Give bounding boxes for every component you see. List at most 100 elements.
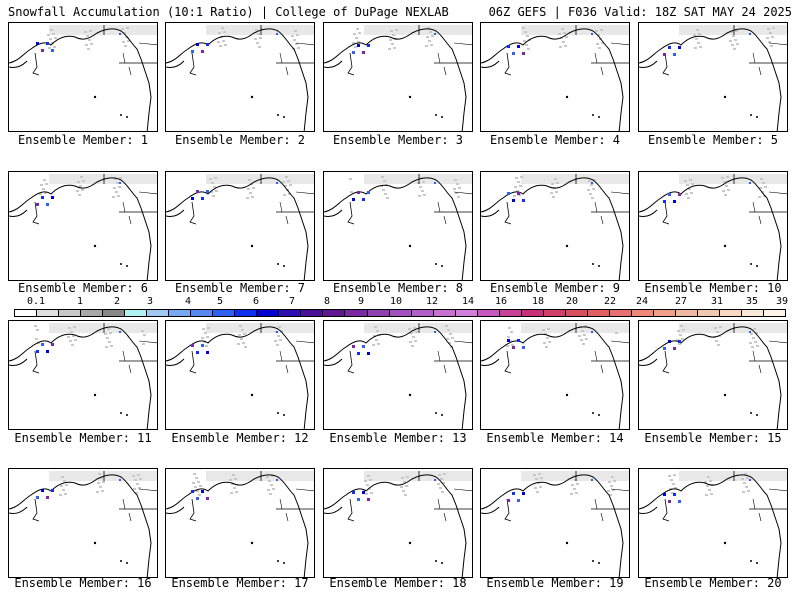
colorbar-tick-label: 2 (113, 296, 121, 307)
colorbar-tick-label: 14 (461, 296, 475, 307)
colorbar-tick-label: 31 (710, 296, 724, 307)
colorbar-tick-label: 39 (775, 296, 789, 307)
ensemble-map-panel (323, 320, 473, 430)
ensemble-map-panel (638, 22, 788, 132)
colorbar-swatch (477, 310, 500, 316)
ensemble-member-label: Ensemble Member: 11 (14, 431, 152, 445)
ensemble-map-panel (480, 468, 630, 578)
colorbar-tick-label: 12 (425, 296, 439, 307)
colorbar-swatch (411, 310, 434, 316)
colorbar-swatch (323, 310, 346, 316)
ensemble-member-label: Ensemble Member: 20 (644, 576, 782, 590)
ensemble-map-panel (165, 468, 315, 578)
colorbar-swatch (147, 310, 170, 316)
ensemble-map-panel (8, 468, 158, 578)
map-snowfall-field (166, 174, 314, 280)
colorbar-tick-label: 10 (389, 296, 403, 307)
colorbar-swatch (499, 310, 522, 316)
ensemble-member-label: Ensemble Member: 18 (329, 576, 467, 590)
ensemble-member-label: Ensemble Member: 14 (486, 431, 624, 445)
colorbar-swatch (301, 310, 324, 316)
colorbar-tick-label: 8 (323, 296, 331, 307)
ensemble-member-label: Ensemble Member: 13 (329, 431, 467, 445)
colorbar-swatch (455, 310, 478, 316)
colorbar-swatch (675, 310, 698, 316)
ensemble-member-label: Ensemble Member: 3 (332, 133, 464, 147)
colorbar-labels: 0.1 1 2 3 4 5 6 7 8 9 10 12 14 16 18 20 22 24 27 31 35 39 (14, 296, 789, 308)
ensemble-member-label: Ensemble Member: 1 (17, 133, 149, 147)
colorbar-swatch (345, 310, 368, 316)
colorbar-swatch (653, 310, 676, 316)
map-snowfall-field (9, 323, 157, 429)
colorbar-swatch (257, 310, 280, 316)
ensemble-map-panel (638, 468, 788, 578)
colorbar-swatch (742, 310, 765, 316)
colorbar-swatch (543, 310, 566, 316)
ensemble-member-label: Ensemble Member: 5 (647, 133, 779, 147)
ensemble-member-label: Ensemble Member: 19 (486, 576, 624, 590)
ensemble-map-panel (165, 22, 315, 132)
map-snowfall-field (9, 25, 157, 131)
colorbar-swatch (191, 310, 214, 316)
colorbar-tick-label: 35 (745, 296, 759, 307)
colorbar-swatch (213, 310, 236, 316)
colorbar-swatch (59, 310, 82, 316)
map-snowfall-field (324, 471, 472, 577)
colorbar-swatch (587, 310, 610, 316)
colorbar-tick-label: 18 (531, 296, 545, 307)
colorbar-swatch (764, 310, 786, 316)
ensemble-map-panel (165, 171, 315, 281)
colorbar-tick-label: 4 (184, 296, 192, 307)
ensemble-map-panel (8, 171, 158, 281)
chart-title: Snowfall Accumulation (10:1 Ratio) | Col… (8, 5, 449, 19)
map-snowfall-field (166, 25, 314, 131)
colorbar-tick-label: 1 (76, 296, 84, 307)
colorbar-swatch (15, 310, 38, 316)
ensemble-map-panel (638, 171, 788, 281)
map-snowfall-field (166, 471, 314, 577)
colorbar-swatch (631, 310, 654, 316)
colorbar-swatch (235, 310, 258, 316)
colorbar-swatch (367, 310, 390, 316)
ensemble-map-panel (638, 320, 788, 430)
colorbar-swatch (81, 310, 104, 316)
colorbar-swatch (720, 310, 743, 316)
ensemble-member-label: Ensemble Member: 2 (174, 133, 306, 147)
colorbar-swatch (521, 310, 544, 316)
ensemble-map-panel (323, 468, 473, 578)
colorbar-swatch (697, 310, 720, 316)
colorbar-tick-label: 0.1 (26, 296, 46, 307)
ensemble-member-label: Ensemble Member: 17 (171, 576, 309, 590)
map-snowfall-field (639, 323, 787, 429)
map-snowfall-field (324, 323, 472, 429)
colorbar-swatch (169, 310, 192, 316)
colorbar-swatch (103, 310, 126, 316)
ensemble-map-panel (323, 171, 473, 281)
colorbar-swatch (609, 310, 632, 316)
colorbar-tick-label: 27 (674, 296, 688, 307)
map-snowfall-field (9, 471, 157, 577)
ensemble-member-label: Ensemble Member: 8 (332, 281, 464, 295)
ensemble-map-panel (480, 320, 630, 430)
colorbar-tick-label: 20 (565, 296, 579, 307)
colorbar-tick-label: 24 (635, 296, 649, 307)
colorbar-tick-label: 6 (252, 296, 260, 307)
map-snowfall-field (481, 25, 629, 131)
ensemble-member-label: Ensemble Member: 4 (489, 133, 621, 147)
colorbar-swatch (279, 310, 302, 316)
map-snowfall-field (639, 174, 787, 280)
colorbar-tick-label: 22 (603, 296, 617, 307)
map-snowfall-field (324, 174, 472, 280)
ensemble-member-label: Ensemble Member: 6 (17, 281, 149, 295)
ensemble-map-panel (480, 171, 630, 281)
colorbar-tick-label: 16 (494, 296, 508, 307)
colorbar-swatch (125, 310, 148, 316)
map-snowfall-field (481, 323, 629, 429)
map-snowfall-field (324, 25, 472, 131)
map-snowfall-field (481, 174, 629, 280)
ensemble-member-label: Ensemble Member: 7 (174, 281, 306, 295)
map-snowfall-field (9, 174, 157, 280)
map-snowfall-field (481, 471, 629, 577)
snowfall-colorbar (14, 309, 786, 317)
colorbar-swatch (565, 310, 588, 316)
